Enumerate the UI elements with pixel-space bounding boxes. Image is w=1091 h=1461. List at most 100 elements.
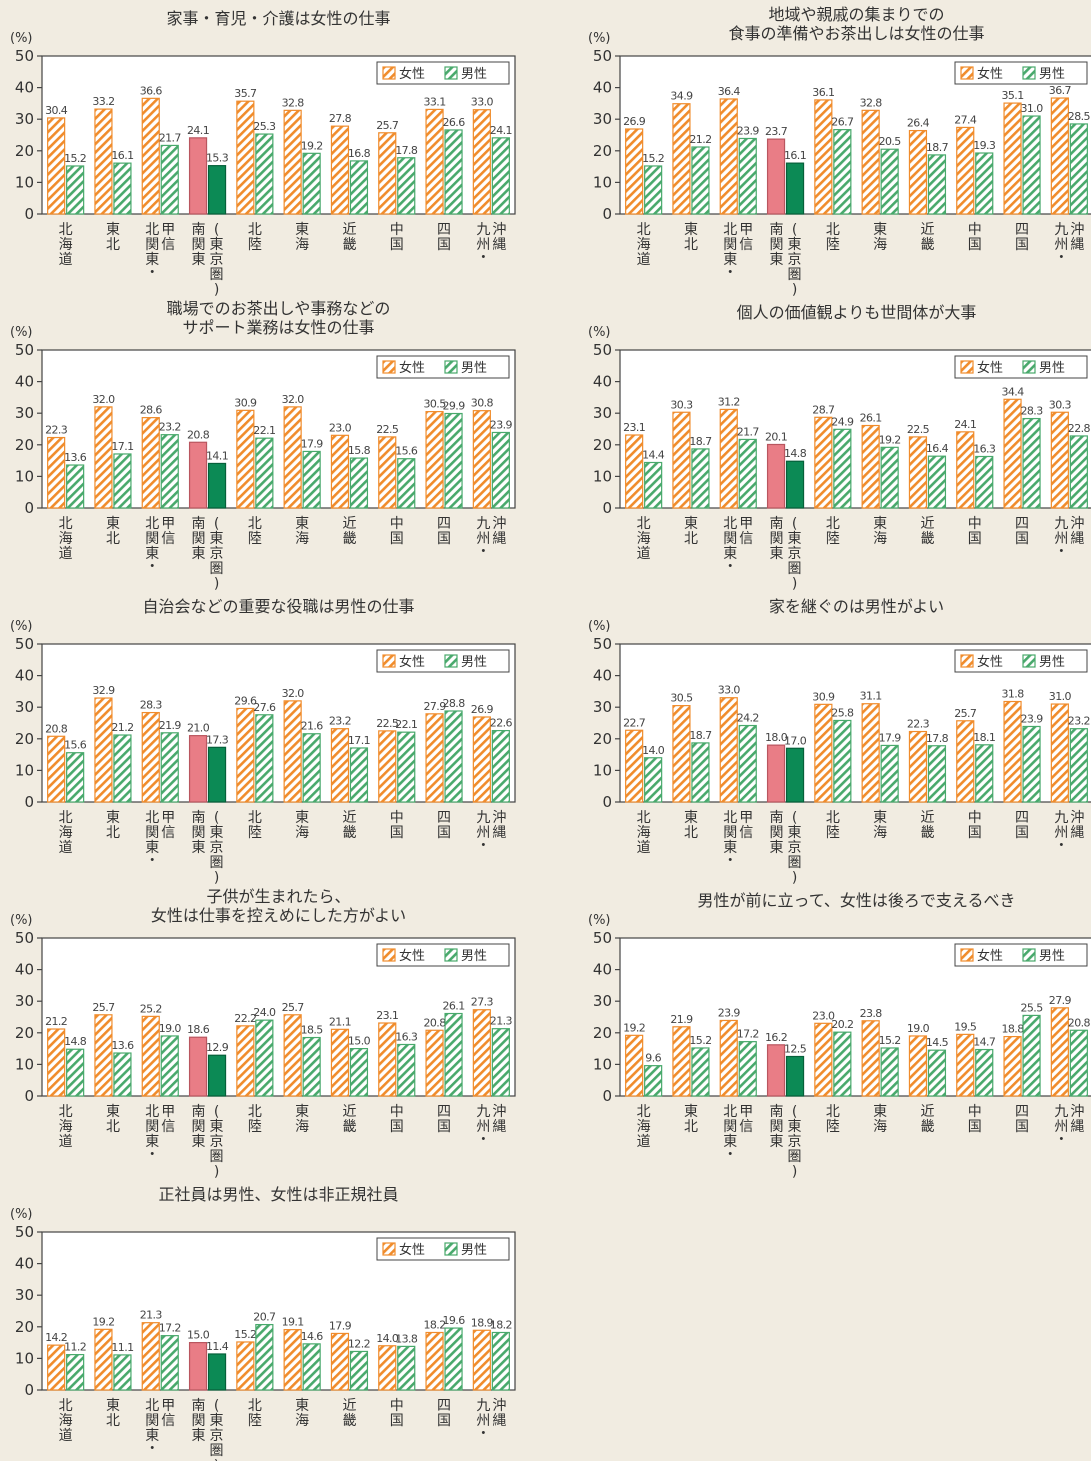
female-bar-south-kanto xyxy=(766,1044,786,1097)
svg-text:海: 海 xyxy=(59,1119,73,1135)
x-tick-label: 九州・ xyxy=(1054,516,1068,560)
data-label: 14.2 xyxy=(45,1331,67,1344)
svg-text:海: 海 xyxy=(295,825,309,841)
data-label: 29.6 xyxy=(234,694,257,707)
y-tick-label: 50 xyxy=(15,635,34,653)
data-label: 11.2 xyxy=(64,1341,86,1354)
svg-text:東: 東 xyxy=(295,810,309,826)
male-bar xyxy=(644,1065,663,1097)
svg-text:・: ・ xyxy=(1054,838,1068,854)
data-label: 14.4 xyxy=(642,448,665,461)
svg-text:関: 関 xyxy=(192,1413,206,1429)
y-unit-label: (%) xyxy=(10,913,33,928)
legend-swatch-female xyxy=(382,360,396,374)
svg-text:道: 道 xyxy=(59,840,73,856)
male-bar xyxy=(113,1354,132,1391)
female-bar xyxy=(378,1345,397,1391)
x-tick-label: 北海道 xyxy=(637,516,651,562)
data-label: 19.0 xyxy=(907,1022,930,1035)
data-label: 30.4 xyxy=(45,104,68,117)
data-label: 19.6 xyxy=(443,1314,466,1327)
data-label: 12.5 xyxy=(784,1043,807,1056)
data-label: 18.0 xyxy=(765,731,788,744)
male-bar xyxy=(833,428,852,509)
svg-text:甲: 甲 xyxy=(161,222,175,238)
data-label: 16.1 xyxy=(111,149,133,162)
x-tick-label: 四国 xyxy=(1015,516,1029,547)
y-unit-label: (%) xyxy=(10,1207,33,1222)
male-bar xyxy=(349,160,369,215)
x-tick-label: 四国 xyxy=(437,810,451,841)
female-bar xyxy=(1050,703,1069,803)
x-tick-label: 甲信 xyxy=(161,810,175,841)
svg-text:中: 中 xyxy=(390,222,404,238)
chart-panel-5: 自治会などの重要な役職は男性の仕事 (%) 0 10 20 30 40 50 20.8 15.6 3… xyxy=(10,597,516,886)
y-tick-label: 30 xyxy=(593,698,612,716)
svg-text:海: 海 xyxy=(637,237,651,253)
svg-text:甲: 甲 xyxy=(161,516,175,532)
svg-text:東: 東 xyxy=(192,1134,206,1150)
svg-text:信: 信 xyxy=(739,531,753,547)
x-tick-label: 南関東 xyxy=(770,516,784,562)
male-bar xyxy=(738,1041,757,1097)
svg-text:北: 北 xyxy=(106,237,120,253)
svg-text:東: 東 xyxy=(873,516,887,532)
svg-text:海: 海 xyxy=(59,1413,73,1429)
svg-text:甲: 甲 xyxy=(739,516,753,532)
data-label: 35.7 xyxy=(234,87,257,100)
data-label: 18.1 xyxy=(973,731,995,744)
svg-text:甲: 甲 xyxy=(161,1104,175,1120)
data-label: 25.3 xyxy=(253,120,276,133)
x-tick-label: 北関東・ xyxy=(145,1104,159,1163)
legend-swatch-female xyxy=(382,1242,396,1256)
svg-text:畿: 畿 xyxy=(342,825,356,841)
y-unit-label: (%) xyxy=(588,31,611,46)
female-bar xyxy=(47,436,66,509)
female-bar xyxy=(141,97,160,215)
svg-text:東: 東 xyxy=(192,1428,206,1444)
x-tick-label: 四国 xyxy=(437,1104,451,1135)
male-bar xyxy=(491,1028,510,1097)
legend-label-male: 男性 xyxy=(461,949,487,964)
data-label: 12.9 xyxy=(206,1041,229,1054)
svg-text:国: 国 xyxy=(390,531,404,547)
x-tick-label: 四国 xyxy=(1015,810,1029,841)
female-bar xyxy=(236,707,255,803)
data-label: 23.1 xyxy=(376,1009,398,1022)
female-bar xyxy=(378,436,397,509)
male-bar-tokyo xyxy=(785,747,805,803)
data-label: 28.7 xyxy=(812,403,835,416)
male-bar-tokyo xyxy=(207,746,227,803)
data-label: 11.1 xyxy=(111,1341,133,1354)
female-bar xyxy=(956,126,975,215)
svg-text:圏: 圏 xyxy=(210,1149,224,1165)
svg-text:圏: 圏 xyxy=(210,561,224,577)
data-label: 33.0 xyxy=(471,96,494,109)
svg-text:沖: 沖 xyxy=(1070,516,1084,532)
data-label: 15.6 xyxy=(64,739,87,752)
svg-text:東: 東 xyxy=(210,237,224,253)
svg-text:海: 海 xyxy=(59,531,73,547)
data-label: 36.4 xyxy=(718,85,741,98)
male-bar xyxy=(1069,728,1088,803)
data-label: 27.6 xyxy=(253,701,276,714)
data-label: 13.6 xyxy=(111,1039,134,1052)
data-label: 31.1 xyxy=(860,690,882,703)
male-bar xyxy=(491,1331,510,1391)
svg-text:(: ( xyxy=(214,516,219,532)
male-bar xyxy=(397,157,416,215)
female-bar xyxy=(908,129,928,215)
svg-text:(: ( xyxy=(214,1398,219,1414)
svg-text:信: 信 xyxy=(739,237,753,253)
y-tick-label: 20 xyxy=(593,730,612,748)
svg-text:国: 国 xyxy=(1015,237,1029,253)
svg-text:東: 東 xyxy=(770,252,784,268)
data-label: 19.3 xyxy=(973,139,996,152)
svg-text:州: 州 xyxy=(476,1413,490,1429)
svg-text:縄: 縄 xyxy=(492,825,506,841)
female-bar xyxy=(47,117,66,215)
svg-text:四: 四 xyxy=(1015,810,1029,826)
svg-text:関: 関 xyxy=(723,825,737,841)
svg-text:・: ・ xyxy=(723,559,737,575)
